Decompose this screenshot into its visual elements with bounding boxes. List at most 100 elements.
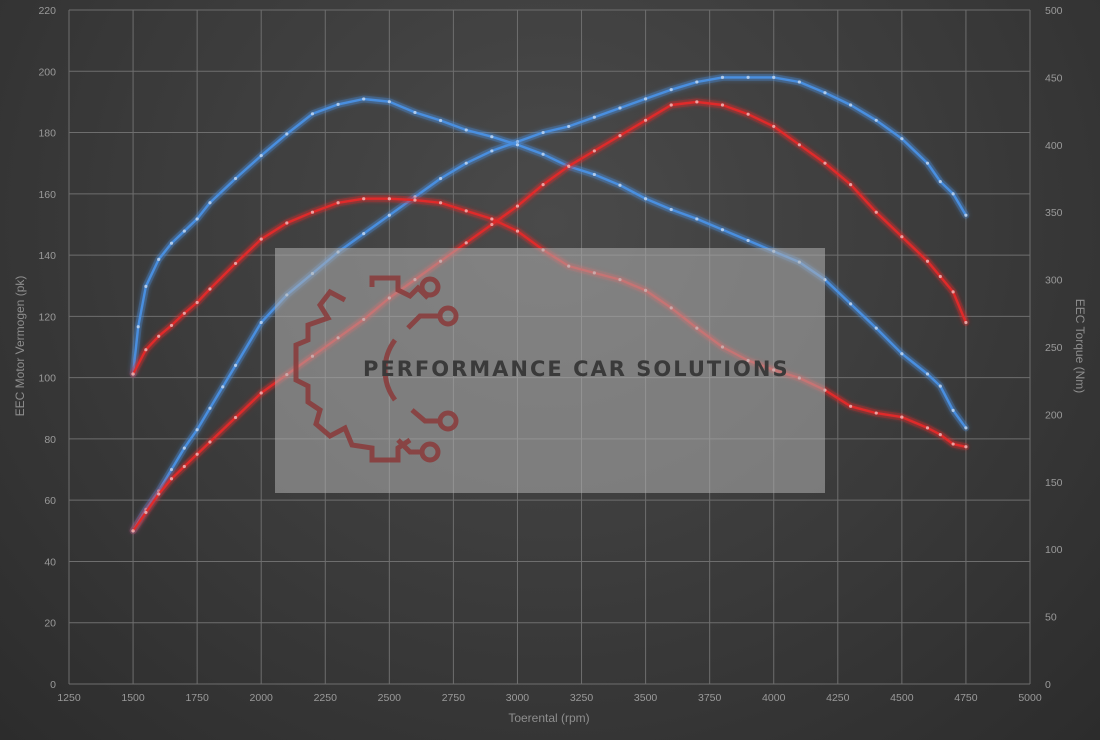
x-tick-label: 1250 <box>57 692 81 704</box>
y2-tick-label: 500 <box>1045 5 1063 17</box>
power-stock-point <box>746 112 750 116</box>
torque-tuned-point <box>208 201 212 205</box>
power-stock-line <box>131 100 968 532</box>
x-axis-label: Toerental (rpm) <box>508 711 589 725</box>
power-stock-point <box>644 118 648 122</box>
power-stock-point <box>182 464 186 469</box>
torque-tuned-point <box>925 372 930 376</box>
power-tuned-point <box>362 232 366 236</box>
power-stock-point <box>157 492 161 496</box>
power-tuned-point <box>464 161 468 165</box>
torque-tuned-point <box>849 302 853 306</box>
torque-stock-point <box>310 210 315 214</box>
torque-tuned-point <box>490 135 494 139</box>
power-stock-point <box>259 391 263 395</box>
y2-tick-label: 200 <box>1045 409 1063 421</box>
power-tuned-point <box>413 195 417 199</box>
x-tick-label: 2750 <box>442 692 466 704</box>
power-stock-point <box>823 161 827 165</box>
torque-stock-point <box>964 445 968 449</box>
power-tuned-point <box>669 88 673 92</box>
torque-tuned-point <box>464 128 468 132</box>
torque-tuned-point <box>336 102 340 106</box>
torque-stock-point <box>387 197 391 201</box>
torque-stock-point <box>233 261 238 266</box>
y-tick-label: 220 <box>38 5 56 17</box>
y-tick-label: 140 <box>38 250 56 262</box>
power-stock-point <box>720 103 725 107</box>
power-tuned-point <box>541 130 545 135</box>
torque-tuned-point <box>618 183 622 187</box>
power-tuned-point <box>169 467 174 472</box>
torque-tuned-point <box>438 118 443 123</box>
torque-tuned-point <box>951 408 955 412</box>
watermark-text: PERFORMANCE CAR SOLUTIONS <box>363 357 790 381</box>
y-tick-label: 0 <box>50 679 56 691</box>
x-tick-label: 2250 <box>314 692 338 704</box>
torque-stock-point <box>195 300 199 305</box>
power-stock-point <box>772 124 776 129</box>
power-tuned-point <box>387 213 391 217</box>
power-tuned-point <box>567 124 571 129</box>
power-tuned-point <box>592 115 596 119</box>
x-tick-label: 4750 <box>954 692 978 704</box>
power-stock-point <box>490 222 494 227</box>
y-tick-label: 180 <box>38 128 56 140</box>
power-tuned-point <box>182 446 186 450</box>
torque-tuned-point <box>182 229 186 233</box>
power-stock-point <box>464 241 468 245</box>
torque-tuned-point <box>938 384 942 388</box>
torque-stock-point <box>515 229 520 233</box>
power-tuned-point <box>938 179 942 184</box>
power-stock-point <box>695 100 699 104</box>
torque-tuned-point <box>413 110 417 115</box>
x-tick-label: 4000 <box>762 692 786 704</box>
x-tick-label: 1500 <box>121 692 145 704</box>
gear-circuit-icon <box>293 275 459 463</box>
torque-tuned-point <box>157 257 161 261</box>
torque-tuned-point <box>387 100 391 104</box>
power-stock-point <box>938 274 942 279</box>
power-tuned-point <box>438 176 443 181</box>
y-tick-label: 100 <box>38 373 56 385</box>
torque-tuned-point <box>695 217 699 221</box>
power-tuned-point <box>746 75 750 79</box>
power-tuned-point <box>515 140 520 144</box>
power-stock-point <box>849 183 853 187</box>
torque-tuned-point <box>259 153 263 158</box>
torque-stock-point <box>413 198 417 202</box>
torque-tuned-point <box>195 217 199 221</box>
torque-stock-point <box>336 201 340 205</box>
torque-stock-point <box>490 217 494 221</box>
grid <box>68 9 1031 685</box>
y-axis-label: EEC Motor Vermogen (pk) <box>13 276 27 417</box>
x-axis-ticks: 1250 1500 1750 2000 2250 2500 2750 3000 3250 3500… <box>57 692 1042 704</box>
x-tick-label: 2000 <box>250 692 274 704</box>
x-tick-label: 4250 <box>826 692 850 704</box>
torque-tuned-point <box>964 426 968 430</box>
watermark: PERFORMANCE CAR SOLUTIONS <box>275 248 825 493</box>
torque-stock-line <box>131 197 968 448</box>
torque-tuned-point <box>285 132 289 136</box>
y-tick-label: 120 <box>38 311 56 323</box>
torque-stock-point <box>157 334 161 338</box>
y2-tick-label: 400 <box>1045 140 1063 152</box>
torque-stock-point <box>464 209 468 213</box>
x-tick-label: 1750 <box>185 692 209 704</box>
power-tuned-point <box>797 80 801 84</box>
x-tick-label: 4500 <box>890 692 914 704</box>
power-stock-point <box>195 452 199 456</box>
y-tick-label: 160 <box>38 189 56 201</box>
y2-tick-label: 50 <box>1045 612 1057 624</box>
x-tick-label: 3750 <box>698 692 722 704</box>
x-tick-label: 3500 <box>634 692 658 704</box>
power-stock-point <box>567 164 571 168</box>
torque-stock-point <box>849 404 853 408</box>
power-stock-point <box>964 320 968 325</box>
x-tick-label: 3250 <box>570 692 594 704</box>
torque-stock-point <box>182 311 186 315</box>
power-stock-point <box>618 134 622 138</box>
torque-tuned-point <box>362 97 366 101</box>
power-stock-point <box>951 290 955 294</box>
